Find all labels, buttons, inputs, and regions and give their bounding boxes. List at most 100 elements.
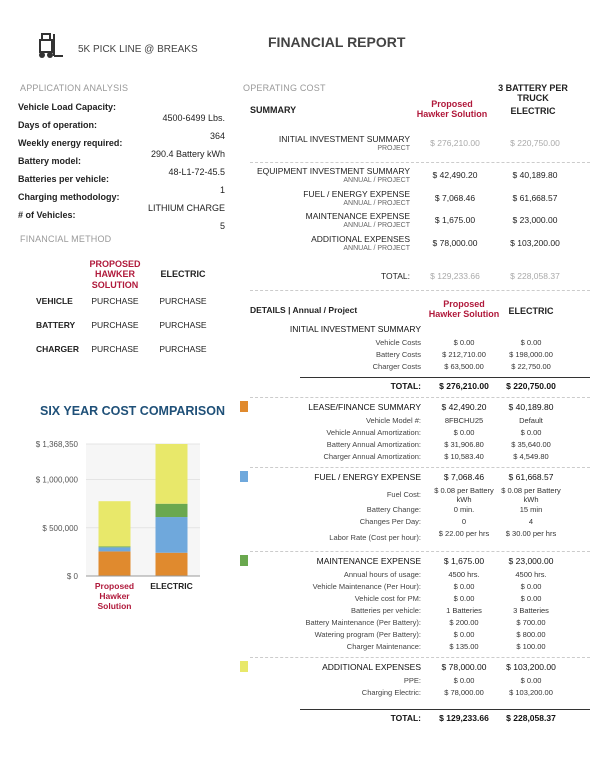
cell: $ 22,750.00 (511, 362, 551, 371)
field-value: 5 (219, 221, 225, 231)
cell: $ 212,710.00 (442, 350, 486, 359)
field-label: Weekly energy required: (18, 138, 123, 148)
group-title: FUEL / ENERGY EXPENSE (314, 472, 421, 482)
y-tick-label: $ 1,368,350 (36, 440, 79, 449)
cell: $ 35,640.00 (511, 440, 551, 449)
legend-swatch (240, 555, 248, 566)
field-value: 4500-6499 Lbs. (162, 113, 225, 123)
total-cell: $ 129,233.66 (439, 713, 489, 723)
row-label: Annual hours of usage: (343, 570, 421, 579)
group-value: $ 23,000.00 (508, 556, 554, 566)
group-value: $ 78,000.00 (441, 662, 487, 672)
row-sublabel: ANNUAL / PROJECT (343, 222, 410, 229)
report-subtitle: 5K PICK LINE @ BREAKS (78, 44, 198, 55)
cell: $ 276,210.00 (430, 138, 480, 148)
column-header: PROPOSED HAWKER SOLUTION (89, 259, 141, 290)
field-label: # of Vehicles: (18, 210, 76, 220)
group-value: $ 1,675.00 (443, 556, 485, 566)
cell: PURCHASE (91, 296, 139, 306)
column-header: SUMMARY (250, 105, 297, 115)
cell: $ 100.00 (516, 642, 546, 651)
column-header: Proposed Hawker Solution (416, 99, 488, 120)
cell: $ 23,000.00 (512, 215, 558, 225)
column-header: Proposed Hawker Solution (428, 299, 500, 320)
separator (300, 377, 590, 378)
group-value: $ 61,668.57 (508, 472, 554, 482)
cell: $ 0.00 (520, 676, 542, 685)
cell: $ 103,200.00 (510, 238, 560, 248)
chart: $ 0 $ 500,000 $ 1,000,000 $ 1,368,350 (36, 440, 200, 581)
cell: 4500 hrs. (448, 570, 480, 579)
bar-segment (155, 552, 188, 576)
cell: $ 30.00 per hrs (505, 529, 557, 538)
bar-segment (155, 517, 188, 553)
field-value: 48-L1-72-45.5 (168, 167, 225, 177)
row-label: Vehicle Maintenance (Per Hour): (312, 582, 421, 591)
cell: $ 78,000.00 (444, 688, 484, 697)
group-title: MAINTENANCE EXPENSE (316, 556, 421, 566)
cell: $ 10,583.40 (444, 452, 484, 461)
column-header: ELECTRIC (160, 269, 206, 279)
cell: $ 0.00 (520, 582, 542, 591)
row-label: CHARGER (36, 344, 79, 354)
row-label: Labor Rate (Cost per hour): (329, 533, 421, 542)
legend-swatch (240, 661, 248, 672)
separator (300, 709, 590, 710)
cell: 4500 hrs. (515, 570, 547, 579)
cell: 3 Batteries (513, 606, 549, 615)
chart-title: SIX YEAR COST COMPARISON (40, 404, 225, 418)
cell: Default (519, 416, 543, 425)
field-value: 1 (219, 185, 225, 195)
row-label: Charging Electric: (361, 688, 421, 697)
cell: $ 0.00 (520, 594, 542, 603)
cell: 4 (528, 517, 534, 526)
cell: $ 0.00 (453, 630, 475, 639)
cell: 0 (461, 517, 467, 526)
row-label: Charger Maintenance: (346, 642, 421, 651)
separator (250, 467, 590, 468)
cell: $ 78,000.00 (432, 238, 478, 248)
row-label: Battery Costs (375, 350, 421, 359)
row-label: PPE: (403, 676, 421, 685)
row-label: FUEL / ENERGY EXPENSE (303, 189, 410, 199)
section-title: APPLICATION ANALYSIS (20, 83, 129, 93)
row-label: Vehicle Model #: (365, 416, 421, 425)
row-label: Vehicle cost for PM: (354, 594, 421, 603)
cell: $ 198,000.00 (509, 350, 553, 359)
field-label: Battery model: (18, 156, 82, 166)
row-label: Battery Maintenance (Per Battery): (305, 618, 421, 627)
separator (250, 657, 590, 658)
row-label: Vehicle Costs (375, 338, 421, 347)
row-label: Charger Annual Amortization: (323, 452, 421, 461)
cell: PURCHASE (159, 296, 207, 306)
group-value: $ 103,200.00 (506, 662, 556, 672)
total-label: TOTAL: (390, 713, 421, 723)
cell: 15 min (519, 505, 543, 514)
total-cell: $ 129,233.66 (430, 271, 480, 281)
cell: $ 220,750.00 (510, 138, 560, 148)
bar-segment (98, 546, 131, 548)
row-label: Vehicle Annual Amortization: (326, 428, 421, 437)
row-label: Charger Costs (372, 362, 421, 371)
row-label: Watering program (Per Battery): (314, 630, 421, 639)
cell: $ 700.00 (516, 618, 546, 627)
cell: $ 61,668.57 (512, 193, 558, 203)
row-sublabel: ANNUAL / PROJECT (343, 245, 410, 252)
row-label: Battery Change: (366, 505, 421, 514)
column-header: ELECTRIC (508, 306, 554, 316)
cell: $ 0.00 (453, 594, 475, 603)
cell: PURCHASE (159, 344, 207, 354)
group-value: $ 42,490.20 (441, 402, 487, 412)
total-cell: $ 228,058.37 (510, 271, 560, 281)
row-label: EQUIPMENT INVESTMENT SUMMARY (256, 166, 410, 176)
row-label: Fuel Cost: (386, 490, 421, 499)
group-title: ADDITIONAL EXPENSES (322, 662, 421, 672)
separator (250, 397, 590, 398)
field-label: Vehicle Load Capacity: (18, 102, 117, 112)
row-label: VEHICLE (36, 296, 73, 306)
separator (250, 290, 590, 291)
cell: 8FBCHU25 (444, 416, 484, 425)
cell: PURCHASE (91, 344, 139, 354)
row-label: MAINTENANCE EXPENSE (305, 211, 410, 221)
